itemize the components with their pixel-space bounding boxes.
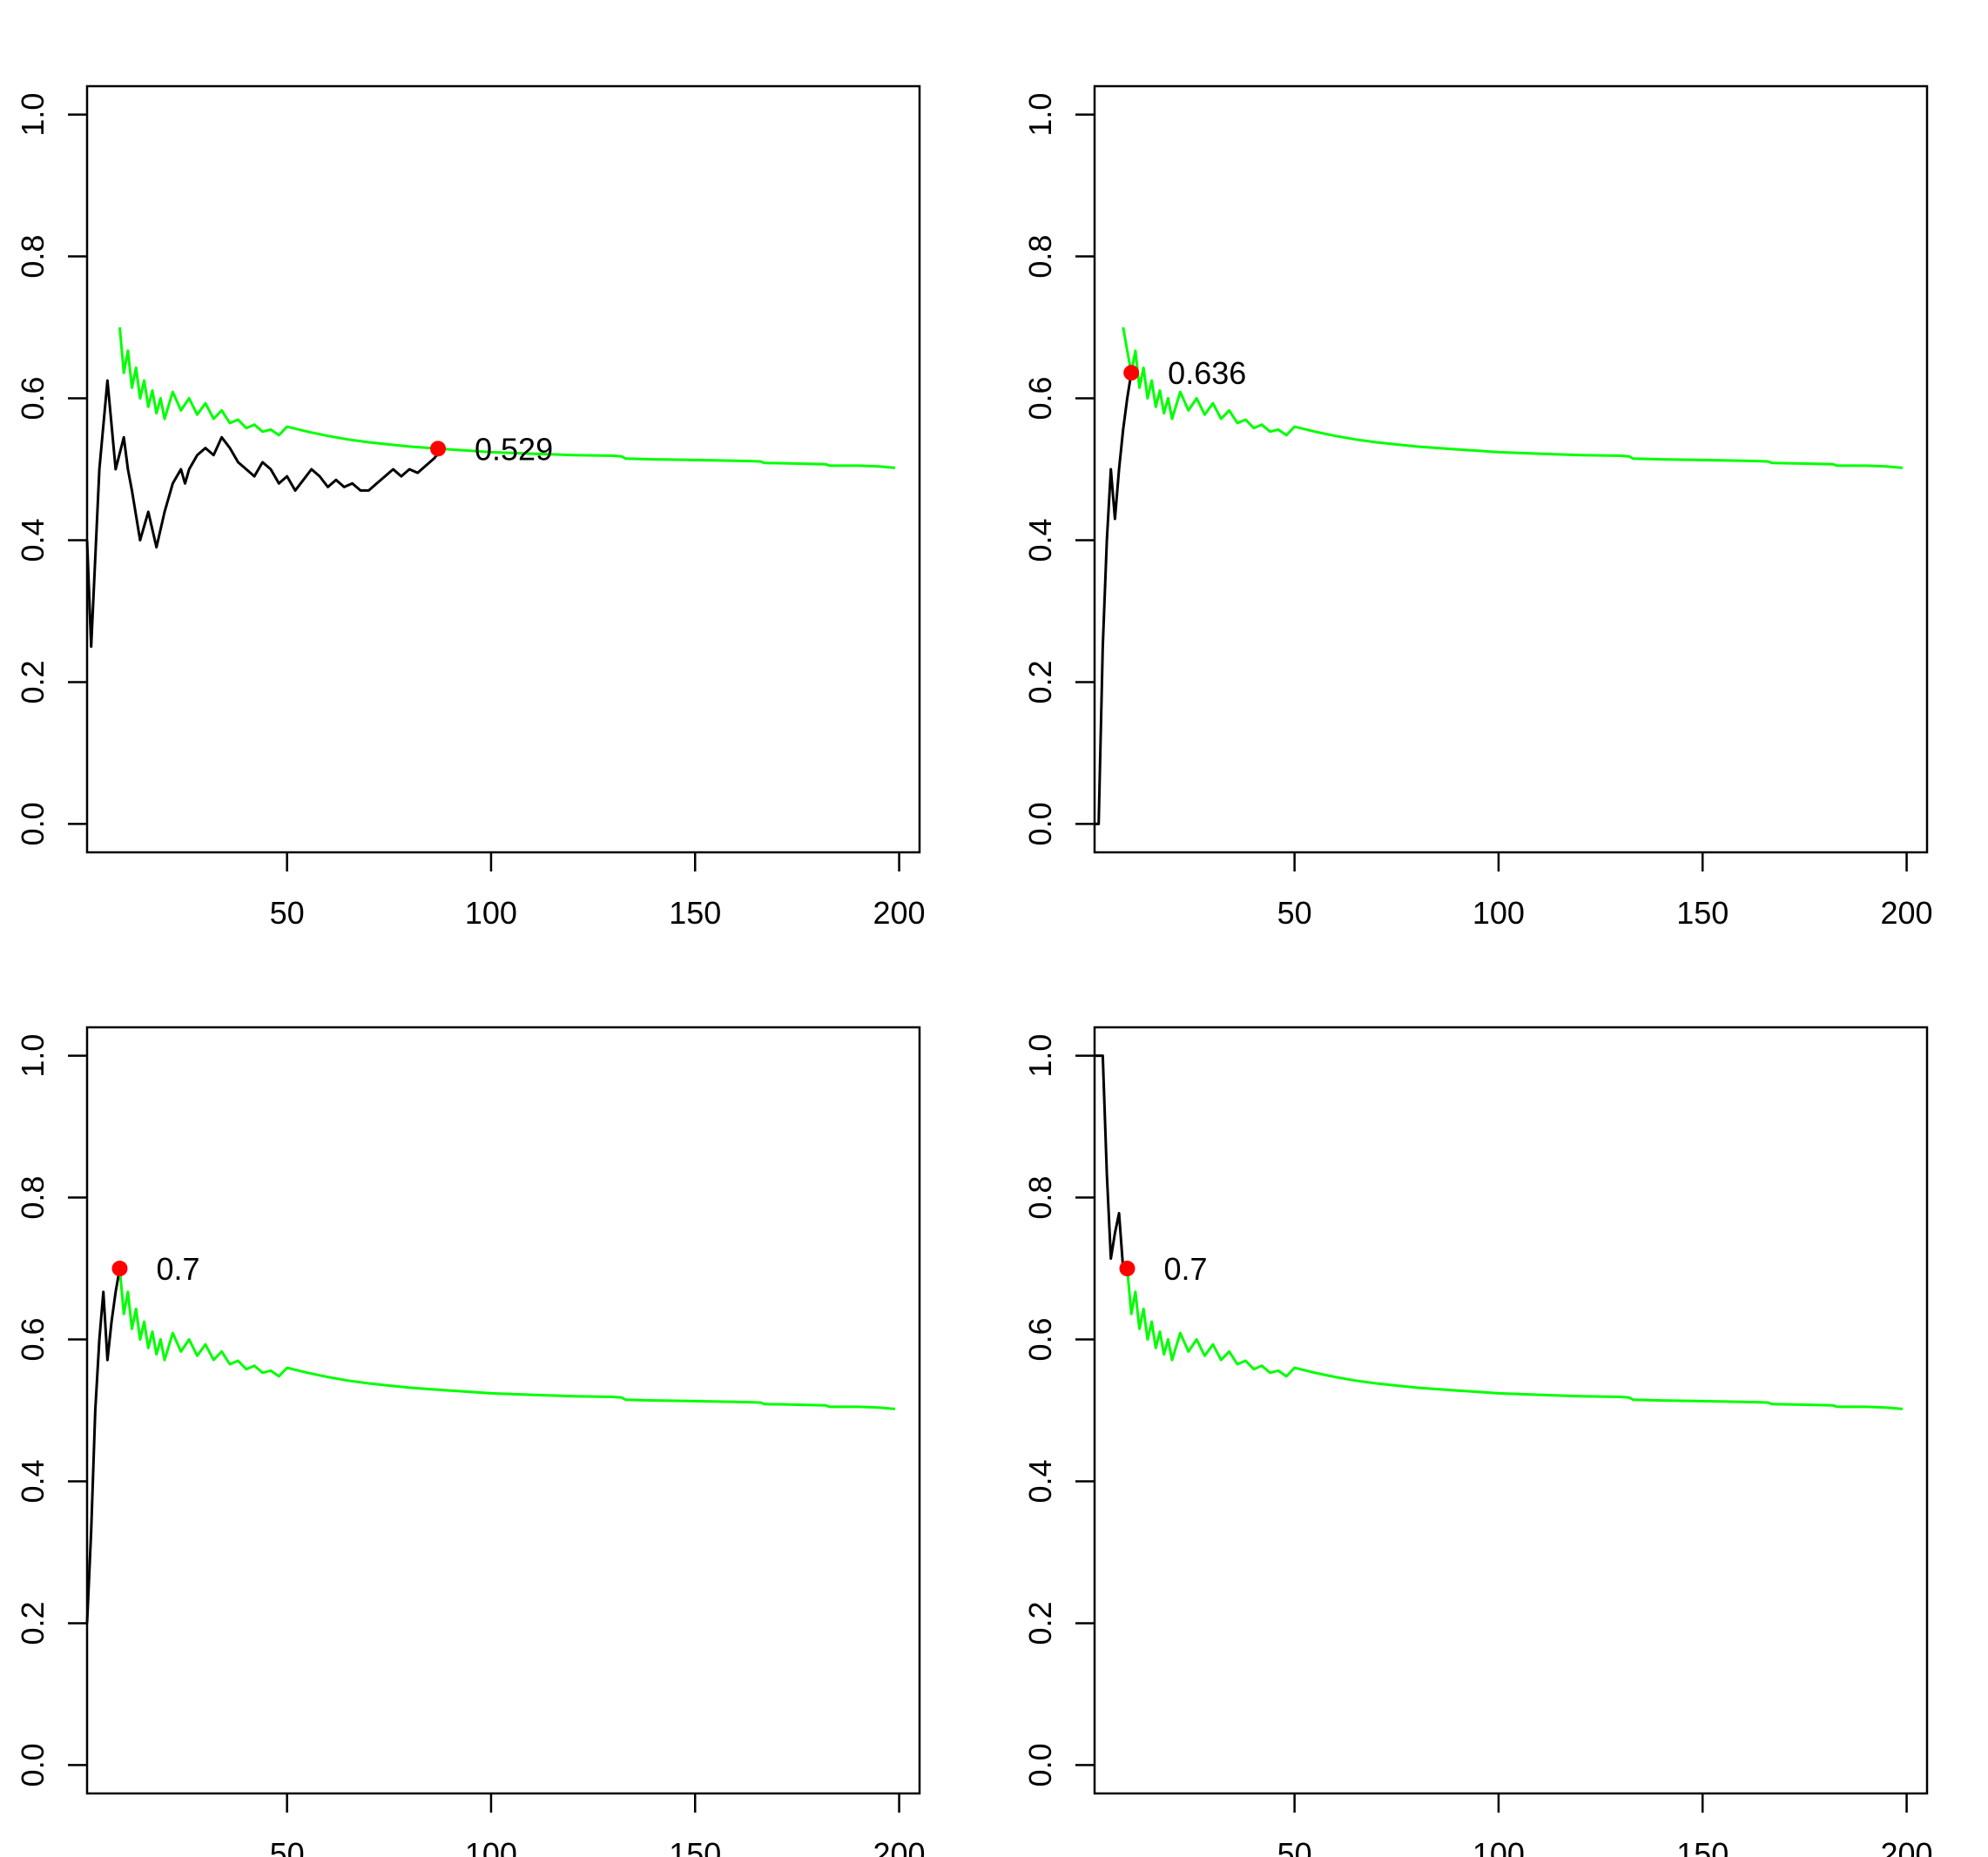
- x-tick-label: 100: [465, 1836, 517, 1857]
- panel-top-left: 50 100 150 200 0.0 0.2 0.4 0.6 0.8 1.0 0.529: [15, 84, 926, 931]
- x-tick-label: 50: [1277, 1836, 1312, 1857]
- y-tick-label: 0.0: [15, 1743, 51, 1786]
- black-series-line: [85, 379, 443, 649]
- marker-value-label: 0.7: [1163, 1251, 1207, 1287]
- y-tick-label: 0.0: [1022, 1743, 1058, 1786]
- y-tick-label: 0.4: [1022, 1459, 1058, 1503]
- green-series-line: [1122, 326, 1904, 469]
- x-tick-label: 100: [1472, 895, 1525, 931]
- y-tick-label: 0.6: [1022, 1317, 1058, 1361]
- y-tick-label: 0.2: [15, 1601, 51, 1645]
- y-tick-label: 0.6: [15, 1317, 51, 1361]
- y-tick-label: 0.8: [1022, 1176, 1058, 1220]
- plot-frame: [1093, 1026, 1929, 1795]
- plot-frame: [1093, 84, 1929, 854]
- marker-value-label: 0.636: [1168, 355, 1246, 391]
- y-tick-label: 0.0: [15, 802, 51, 845]
- panel-top-right: 50 100 150 200 0.0 0.2 0.4 0.6 0.8 1.0 0.636: [1022, 84, 1933, 931]
- black-series-line: [1095, 372, 1133, 825]
- panel-bottom-right: 50 100 150 200 0.0 0.2 0.4 0.6 0.8 1.0 0.7: [1022, 1026, 1933, 1857]
- y-tick-label: 1.0: [1022, 1034, 1058, 1078]
- panel-bottom-left: 50 100 150 200 0.0 0.2 0.4 0.6 0.8 1.0 0.7: [15, 1026, 926, 1857]
- y-tick-label: 0.2: [1022, 1601, 1058, 1645]
- plot-frame: [85, 84, 921, 854]
- y-tick-label: 1.0: [15, 1034, 51, 1078]
- y-tick-label: 1.0: [15, 93, 51, 137]
- y-tick-label: 0.8: [1022, 235, 1058, 279]
- green-series-line: [118, 326, 896, 469]
- x-tick-label: 50: [270, 1836, 305, 1857]
- x-tick-label: 50: [270, 895, 305, 931]
- green-series-line: [118, 1268, 896, 1410]
- y-tick-label: 0.4: [15, 1459, 51, 1503]
- marker-point: [430, 441, 447, 457]
- y-tick-label: 0.6: [15, 376, 51, 420]
- y-tick-label: 0.8: [15, 235, 51, 279]
- marker-point: [1123, 365, 1140, 381]
- x-tick-label: 50: [1277, 895, 1312, 931]
- marker-value-label: 0.529: [475, 431, 553, 467]
- black-series-line: [1095, 1054, 1128, 1270]
- x-tick-label: 200: [873, 1836, 926, 1857]
- y-tick-label: 0.4: [15, 518, 51, 562]
- x-tick-label: 150: [669, 895, 721, 931]
- black-series-line: [85, 1268, 121, 1624]
- x-tick-label: 200: [873, 895, 926, 931]
- marker-value-label: 0.7: [156, 1251, 199, 1287]
- x-tick-label: 150: [1676, 895, 1729, 931]
- x-tick-label: 100: [465, 895, 517, 931]
- x-tick-label: 200: [1881, 895, 1933, 931]
- x-tick-label: 200: [1881, 1836, 1933, 1857]
- plot-frame: [85, 1026, 921, 1795]
- green-series-line: [1126, 1268, 1904, 1410]
- marker-point: [1119, 1261, 1136, 1277]
- y-tick-label: 0.0: [1022, 802, 1058, 845]
- y-tick-label: 0.2: [15, 660, 51, 703]
- y-tick-label: 0.8: [15, 1176, 51, 1220]
- y-tick-label: 0.6: [1022, 376, 1058, 420]
- marker-point: [111, 1261, 128, 1277]
- y-tick-label: 0.4: [1022, 518, 1058, 562]
- y-tick-label: 1.0: [1022, 93, 1058, 137]
- y-tick-label: 0.2: [1022, 660, 1058, 703]
- x-tick-label: 150: [669, 1836, 721, 1857]
- x-tick-label: 100: [1472, 1836, 1525, 1857]
- x-tick-label: 150: [1676, 1836, 1729, 1857]
